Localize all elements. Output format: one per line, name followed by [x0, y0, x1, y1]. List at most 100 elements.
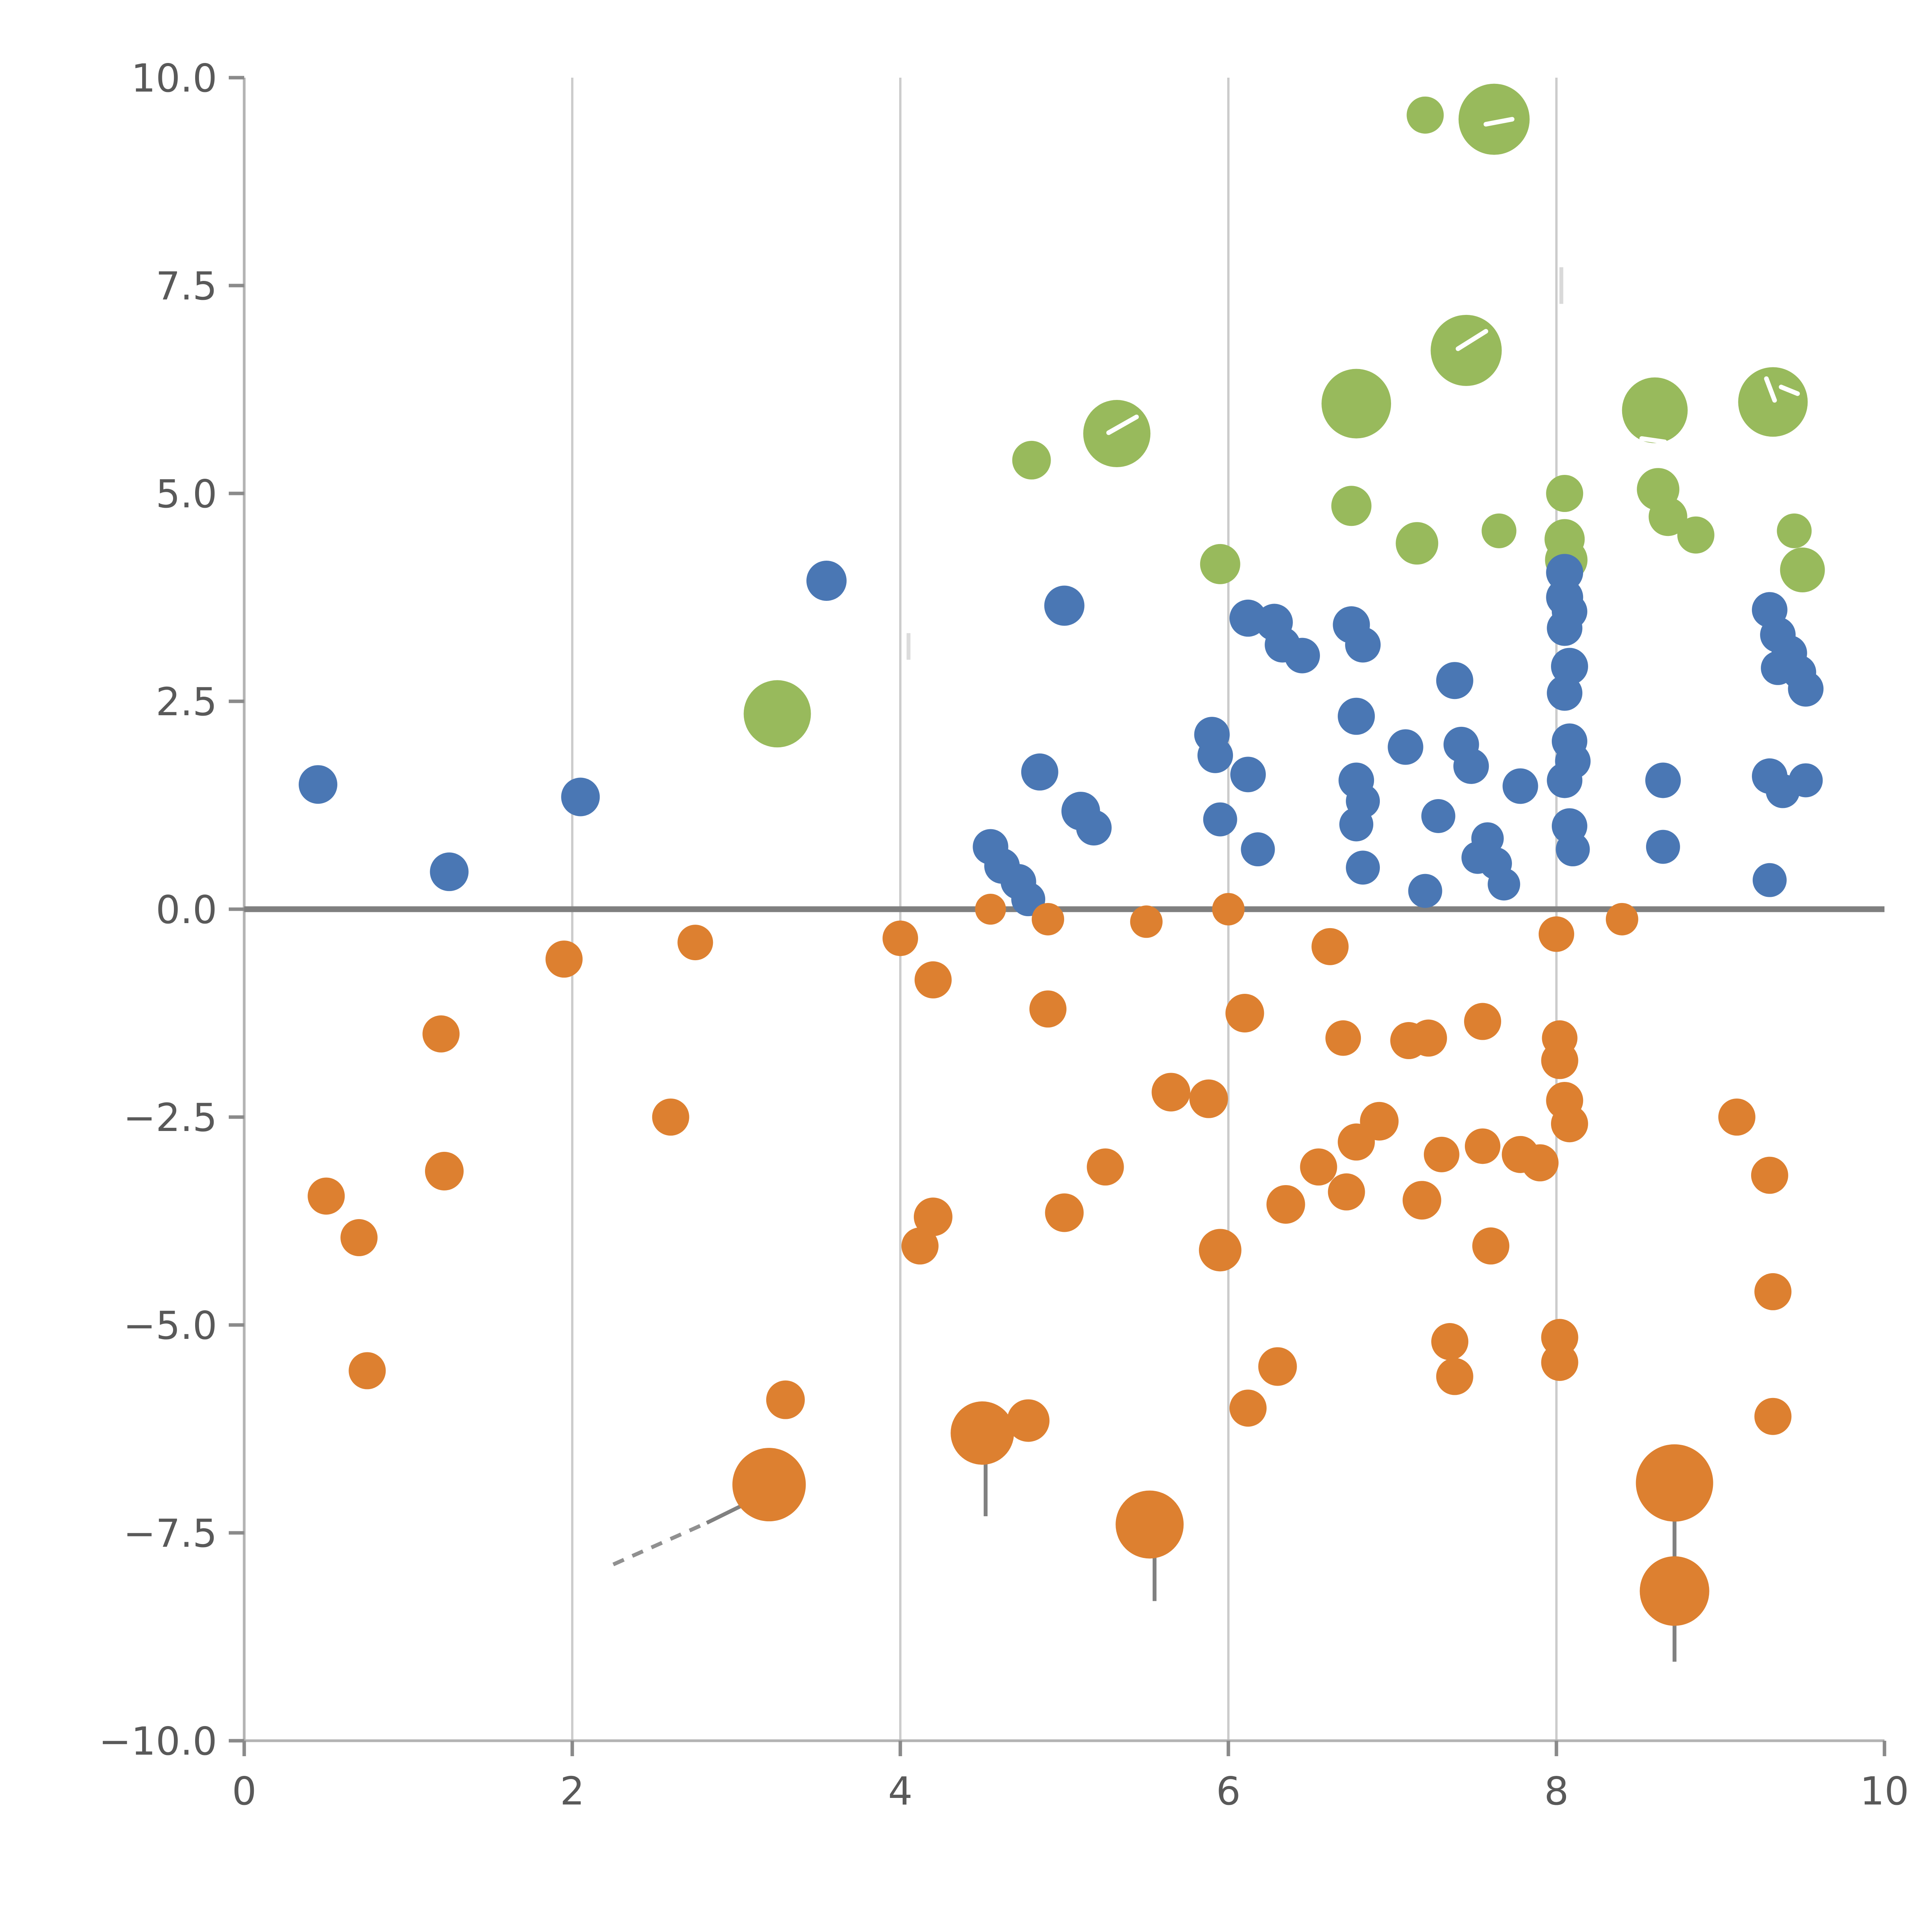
orange-data-point — [349, 1352, 386, 1389]
orange-data-point — [1199, 1229, 1242, 1272]
orange-data-point — [1423, 1136, 1459, 1172]
green-data-point — [1321, 369, 1391, 439]
blue-data-point — [1547, 675, 1583, 711]
green-data-point — [1396, 522, 1439, 565]
blue-data-point — [1645, 762, 1681, 798]
green-data-point — [1622, 377, 1688, 443]
green-data-point — [1677, 516, 1714, 554]
green-data-point — [1406, 96, 1444, 134]
orange-data-point — [901, 1227, 939, 1265]
orange-data-point — [425, 1151, 464, 1190]
orange-data-point — [1639, 1556, 1709, 1626]
blue-data-point — [1547, 762, 1583, 798]
orange-data-point — [1087, 1148, 1124, 1186]
white-tick-mark — [1779, 384, 1800, 396]
orange-data-point — [913, 1197, 952, 1236]
green-data-point — [1430, 315, 1502, 386]
blue-data-point — [1284, 638, 1320, 673]
green-data-point — [1331, 486, 1372, 526]
white-tick-mark — [1456, 329, 1488, 351]
orange-data-point — [1754, 1398, 1792, 1435]
y-tick-label: −2.5 — [123, 1095, 217, 1140]
blue-data-point — [1230, 757, 1266, 793]
orange-data-point — [1751, 1156, 1788, 1194]
orange-data-point — [1541, 1344, 1578, 1381]
orange-data-point — [1212, 893, 1245, 925]
blue-data-point — [1789, 763, 1823, 798]
orange-data-point — [1029, 990, 1067, 1028]
orange-data-point — [1311, 928, 1349, 965]
blue-data-point — [1197, 737, 1233, 773]
white-tick-mark — [1106, 415, 1139, 435]
orange-data-point — [1360, 1102, 1399, 1141]
blue-data-point — [1488, 868, 1520, 901]
green-data-point — [1012, 440, 1051, 480]
white-tick-mark — [1764, 376, 1777, 403]
orange-data-point — [1045, 1193, 1084, 1232]
orange-data-point — [1718, 1099, 1755, 1136]
orange-data-point — [1225, 994, 1264, 1032]
orange-data-point — [1325, 1020, 1361, 1056]
orange-data-point — [1551, 1105, 1588, 1143]
orange-data-point — [951, 1401, 1014, 1465]
orange-data-point — [1130, 905, 1163, 938]
blue-data-point — [1471, 822, 1504, 855]
orange-data-point — [975, 894, 1006, 925]
y-tick-label: 7.5 — [156, 264, 217, 309]
y-tick-label: 0.0 — [156, 887, 217, 932]
y-tick-label: 2.5 — [156, 679, 217, 724]
blue-data-point — [1408, 874, 1442, 908]
blue-data-point — [1338, 697, 1375, 735]
orange-data-point — [422, 1015, 460, 1053]
blue-data-point — [1547, 610, 1583, 646]
orange-data-point — [1328, 1173, 1365, 1211]
blue-data-point — [1436, 662, 1473, 699]
y-tick-label: 5.0 — [156, 471, 217, 517]
blue-data-point — [430, 852, 469, 891]
blue-data-point — [1502, 768, 1538, 804]
orange-data-point — [1266, 1185, 1305, 1224]
green-data-point — [1458, 83, 1530, 155]
white-tick-mark — [1639, 436, 1667, 444]
green-data-point — [1777, 513, 1812, 548]
blue-data-point — [1339, 807, 1374, 842]
white-tick-mark — [1483, 117, 1515, 127]
orange-data-point — [1258, 1347, 1297, 1386]
blue-data-point — [1345, 627, 1381, 663]
orange-data-point — [1229, 1389, 1267, 1427]
x-tick-label: 0 — [232, 1769, 257, 1814]
blue-data-point — [299, 765, 338, 804]
x-tick-label: 6 — [1216, 1769, 1241, 1814]
x-tick-label: 2 — [560, 1769, 585, 1814]
orange-data-point — [1541, 1042, 1578, 1079]
green-data-point — [1648, 497, 1687, 536]
green-data-point — [1083, 400, 1151, 468]
orange-data-point — [545, 940, 583, 978]
white-tick-mark — [1644, 445, 1672, 454]
orange-data-point — [1402, 1181, 1441, 1220]
orange-data-point — [1464, 1128, 1500, 1164]
orange-data-point — [1636, 1444, 1713, 1522]
orange-data-point — [652, 1099, 689, 1136]
orange-data-point — [308, 1177, 345, 1215]
green-data-point — [1481, 513, 1517, 548]
blue-data-point — [806, 560, 847, 601]
x-tick-label: 8 — [1544, 1769, 1569, 1814]
orange-data-point — [1151, 1073, 1190, 1112]
orange-data-point — [677, 925, 713, 961]
orange-data-point — [1189, 1079, 1228, 1118]
orange-data-point — [1300, 1148, 1337, 1186]
orange-data-point — [732, 1448, 806, 1522]
blue-data-point — [1556, 832, 1590, 867]
orange-data-point — [1754, 1273, 1792, 1310]
green-data-point — [1546, 475, 1583, 512]
orange-data-point — [1472, 1227, 1510, 1265]
blue-data-point — [1453, 748, 1489, 784]
orange-data-point — [1464, 1003, 1501, 1040]
orange-data-point — [914, 961, 952, 998]
green-data-point — [1780, 547, 1825, 592]
blue-data-point — [1203, 802, 1237, 837]
y-tick-label: −10.0 — [99, 1719, 217, 1764]
orange-data-point — [1539, 916, 1574, 952]
